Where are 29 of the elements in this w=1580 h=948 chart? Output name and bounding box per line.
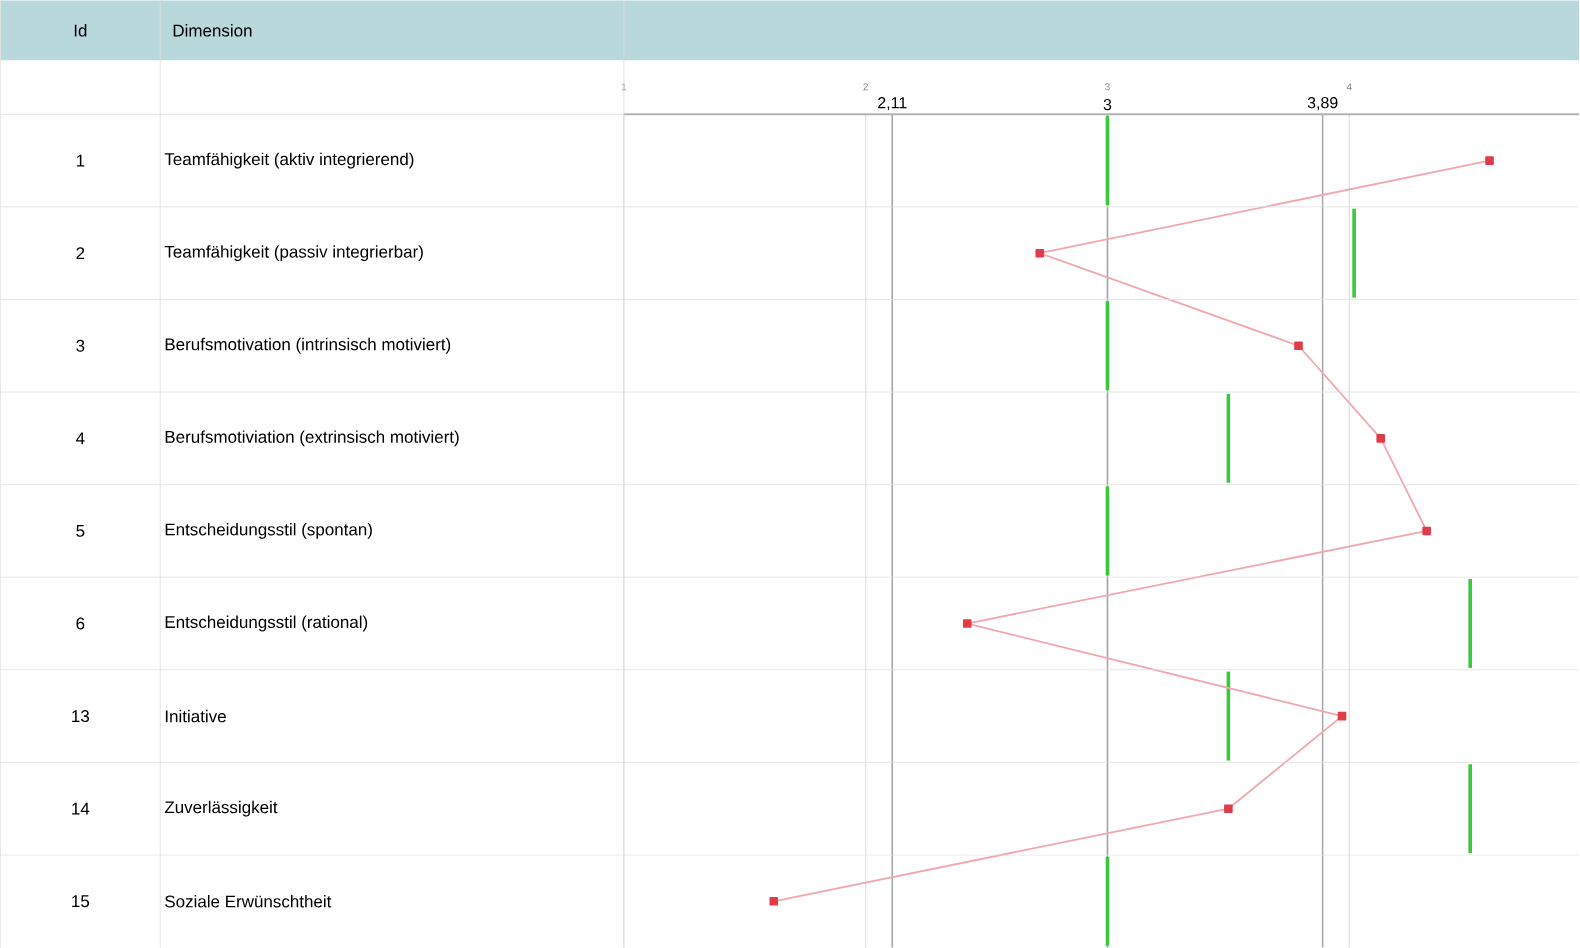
y-tick-label: Teamfähigkeit (passiv integrierbar) [164,245,423,261]
point [1294,341,1303,350]
text: Id [74,23,87,37]
text: 6 [76,617,85,630]
text: 2 [76,247,85,259]
text: 5 [76,524,85,537]
y-tick-label: Entscheidungsstil (spontan) [165,522,372,539]
y-tick-label: Initiative [165,709,226,723]
text: 13 [72,709,90,722]
point [1485,156,1494,165]
y-tick-label: Berufsmotivation (intrinsisch motiviert) [165,337,451,354]
text: 1 [76,154,85,167]
point [1376,433,1386,443]
text: 3 [76,339,85,352]
text: 4 [75,432,85,445]
text: 15 [72,895,90,908]
y-axis-title: Dimension [173,23,252,37]
point [769,896,779,906]
point [1035,248,1045,258]
y-tick-label: Teamfähigkeit (aktiv integrierend) [164,152,414,169]
point [962,619,972,628]
point [1422,526,1431,536]
y-tick-label: Soziale Erwünschtheit [165,894,332,908]
text: 14 [72,802,90,815]
y-tick-label: Entscheidungsstil (rational) [165,615,368,632]
point [1337,711,1347,721]
point [1224,804,1233,813]
y-tick-label: Zuverlässigkeit [164,800,278,817]
y-tick-label: Berufsmotiviation (extrinsisch motiviert) [165,430,459,447]
